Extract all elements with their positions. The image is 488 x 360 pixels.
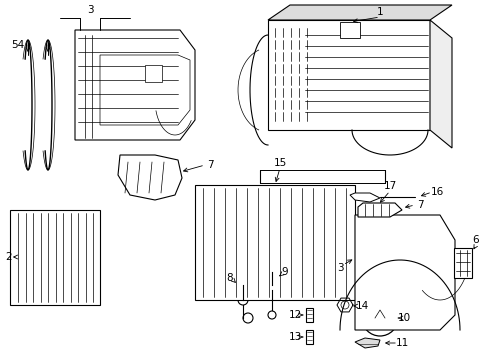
- Polygon shape: [357, 203, 401, 217]
- Text: 3: 3: [336, 263, 343, 273]
- Text: 13: 13: [288, 332, 301, 342]
- Polygon shape: [118, 155, 182, 200]
- Text: 3: 3: [86, 5, 93, 15]
- Polygon shape: [354, 215, 454, 330]
- Text: 7: 7: [416, 200, 423, 210]
- Polygon shape: [453, 248, 471, 278]
- Text: 6: 6: [472, 235, 478, 245]
- Text: 10: 10: [397, 313, 410, 323]
- Polygon shape: [429, 20, 451, 148]
- Polygon shape: [305, 308, 312, 322]
- Polygon shape: [339, 22, 359, 38]
- Polygon shape: [145, 65, 162, 82]
- Text: 8: 8: [226, 273, 233, 283]
- Polygon shape: [195, 185, 354, 300]
- Text: 7: 7: [206, 160, 213, 170]
- Polygon shape: [267, 20, 429, 130]
- Polygon shape: [260, 170, 384, 183]
- Text: 2: 2: [5, 252, 12, 262]
- Text: 11: 11: [395, 338, 408, 348]
- Polygon shape: [10, 210, 100, 305]
- Text: 17: 17: [383, 181, 396, 191]
- Text: 1: 1: [376, 7, 383, 17]
- Text: 15: 15: [273, 158, 286, 168]
- Polygon shape: [354, 338, 379, 348]
- Text: 54: 54: [11, 40, 24, 50]
- Text: 16: 16: [429, 187, 443, 197]
- Text: 9: 9: [281, 267, 288, 277]
- Polygon shape: [349, 193, 379, 202]
- Polygon shape: [75, 30, 195, 140]
- Polygon shape: [305, 330, 312, 344]
- Text: 14: 14: [355, 301, 368, 311]
- Polygon shape: [267, 5, 451, 20]
- Text: 12: 12: [288, 310, 301, 320]
